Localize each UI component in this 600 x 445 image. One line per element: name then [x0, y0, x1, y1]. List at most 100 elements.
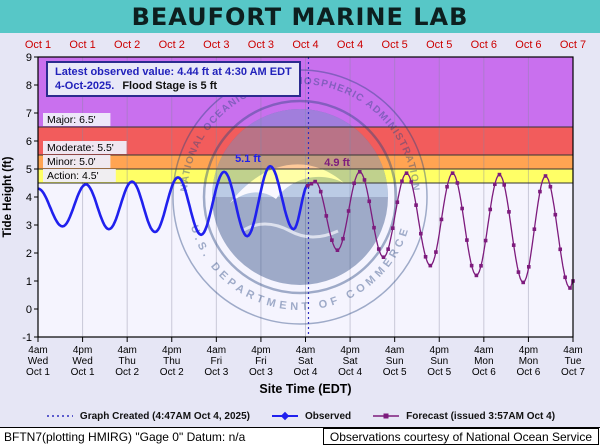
legend-label-observed: Observed	[304, 410, 352, 422]
forecast-marker	[346, 209, 351, 213]
forecast-marker	[313, 179, 317, 184]
title-bar: BEAUFORT MARINE LAB	[0, 0, 600, 33]
forecast-marker	[395, 200, 400, 205]
forecast-marker	[381, 255, 386, 259]
forecast-marker	[445, 184, 449, 189]
x-tick-label: 4pm Sun Oct 5	[427, 345, 451, 378]
forecast-marker	[483, 238, 488, 243]
forecast-marker	[543, 174, 548, 178]
latest-observation-box: Latest observed value: 4.44 ft at 4:30 A…	[46, 61, 301, 97]
threshold-label-minor: Minor: 5.0'	[47, 156, 96, 168]
forecast-marker	[376, 247, 381, 251]
forecast-marker	[568, 286, 572, 290]
gage-datum-text: BFTN7(plotting HMIRG) "Gage 0" Datum: n/…	[4, 429, 246, 444]
flood-band-minor	[38, 155, 573, 169]
y-tick-label: 0	[26, 304, 32, 316]
chart-legend: Graph Created (4:47AM Oct 4, 2025) Obser…	[0, 405, 600, 427]
forecast-marker	[439, 217, 444, 222]
flood-band-moderate	[38, 127, 573, 155]
legend-item-forecast: Forecast (issued 3:57AM Oct 4)	[371, 410, 555, 422]
page-title: BEAUFORT MARINE LAB	[131, 2, 469, 31]
forecast-marker	[305, 184, 310, 188]
forecast-marker	[558, 247, 563, 252]
observation-second-line: 4-Oct-2025. Flood Stage is 5 ft	[55, 79, 292, 93]
forecast-marker	[372, 225, 376, 230]
x-tick-label: 4am Fri Oct 3	[204, 345, 228, 378]
forecast-marker	[324, 214, 329, 218]
x-tick-label: 4pm Thu Oct 2	[160, 345, 184, 378]
top-date-label: Oct 7	[560, 39, 586, 51]
forecast-marker	[318, 189, 323, 194]
top-date-label: Oct 4	[337, 39, 363, 51]
status-bar: BFTN7(plotting HMIRG) "Gage 0" Datum: n/…	[0, 427, 600, 445]
forecast-marker	[521, 280, 526, 285]
forecast-marker	[497, 172, 502, 177]
forecast-marker	[460, 206, 464, 211]
tide-chart-area: NATIONAL OCEANIC AND ATMOSPHERIC ADMINIS…	[0, 33, 600, 405]
forecast-marker	[548, 184, 553, 189]
forecast-marker	[400, 179, 404, 184]
y-tick-label: 4	[26, 192, 32, 204]
top-date-label: Oct 3	[203, 39, 229, 51]
forecast-marker	[553, 212, 558, 217]
flood-band-action	[38, 169, 573, 183]
forecast-marker	[511, 243, 516, 247]
forecast-marker	[538, 189, 542, 194]
x-tick-label: 4pm Wed Oct 1	[71, 345, 95, 378]
top-date-label: Oct 2	[159, 39, 185, 51]
forecast-marker	[532, 227, 537, 231]
forecast-marker	[465, 238, 469, 242]
observed-line	[37, 164, 309, 238]
forecast-marker	[479, 263, 483, 268]
x-tick-label: 4am Thu Oct 2	[115, 345, 139, 378]
top-date-label: Oct 6	[515, 39, 541, 51]
forecast-marker	[404, 171, 409, 175]
forecast-marker	[469, 263, 474, 268]
y-tick-label: 8	[26, 80, 32, 92]
threshold-label-action: Action: 4.5'	[47, 170, 99, 182]
forecast-marker	[516, 270, 521, 274]
forecast-marker	[330, 238, 334, 242]
forecast-marker	[335, 248, 340, 252]
y-tick-label: 7	[26, 108, 32, 120]
forecast-marker	[563, 275, 567, 280]
y-tick-label: 1	[26, 276, 32, 288]
threshold-chip-action	[43, 169, 116, 182]
watermark-emblem-sky	[212, 109, 388, 197]
threshold-label-moderate: Moderate: 5.5'	[47, 142, 114, 154]
forecast-marker	[450, 171, 455, 175]
forecast-marker	[386, 247, 390, 251]
x-tick-label: 4am Wed Oct 1	[26, 345, 50, 378]
watermark-gull-icon	[230, 164, 344, 203]
forecast-marker	[414, 203, 418, 207]
y-tick-label: -1	[22, 332, 32, 344]
forecast-marker	[507, 210, 511, 214]
x-tick-label: 4pm Sat Oct 4	[338, 345, 362, 378]
threshold-chip-minor	[43, 155, 111, 168]
x-axis-title: Site Time (EDT)	[259, 382, 351, 396]
threshold-chip-major	[43, 113, 111, 126]
top-date-label: Oct 2	[114, 39, 140, 51]
top-date-label: Oct 6	[471, 39, 497, 51]
watermark-inner-ring	[202, 99, 398, 295]
observation-date: 4-Oct-2025.	[55, 80, 115, 92]
forecast-marker	[341, 236, 345, 241]
forecast-marker	[455, 181, 460, 185]
y-tick-label: 2	[26, 248, 32, 260]
forecast-marker	[419, 231, 423, 236]
watermark-emblem-sea	[212, 109, 388, 285]
watermark-wave-icon	[241, 222, 339, 239]
legend-label-graph-created: Graph Created (4:47AM Oct 4, 2025)	[79, 410, 250, 422]
x-tick-label: 4am Sun Oct 5	[383, 345, 407, 378]
y-tick-label: 9	[26, 52, 32, 64]
x-tick-label: 4am Tue Oct 7	[561, 345, 585, 378]
forecast-marker	[423, 254, 428, 259]
legend-item-observed: Observed	[270, 410, 351, 422]
flood-stage-text: Flood Stage is 5 ft	[122, 80, 218, 92]
forecast-marker	[526, 265, 531, 269]
top-date-label: Oct 4	[292, 39, 318, 51]
x-tick-label: 4pm Mon Oct 6	[516, 345, 540, 378]
forecast-marker	[409, 180, 414, 184]
forecast-marker	[434, 250, 438, 254]
